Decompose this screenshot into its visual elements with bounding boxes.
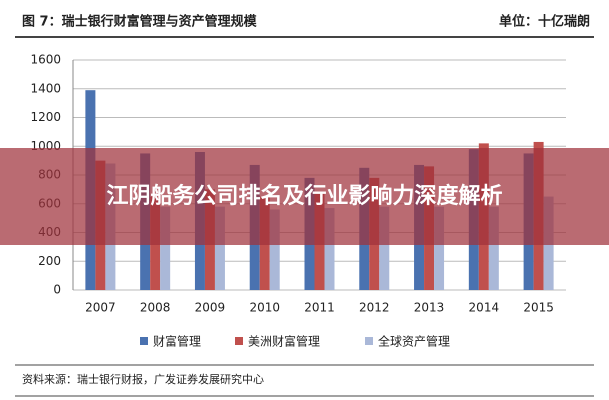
bar bbox=[379, 206, 390, 290]
y-tick-label: 0 bbox=[53, 283, 61, 297]
legend-swatch bbox=[235, 337, 243, 345]
unit-label: 单位：十亿瑞朗 bbox=[499, 14, 590, 30]
x-tick-label: 2011 bbox=[304, 301, 335, 315]
x-tick-label: 2010 bbox=[249, 301, 280, 315]
banner: 江阴船务公司排名及行业影响力深度解析 bbox=[0, 148, 609, 245]
source: 资料来源：瑞士银行财报，广发证券发展研究中心 bbox=[22, 372, 264, 386]
y-tick-label: 200 bbox=[38, 254, 61, 268]
y-tick-label: 1400 bbox=[30, 81, 61, 95]
legend-label: 财富管理 bbox=[153, 334, 201, 349]
bar bbox=[160, 206, 171, 290]
bar bbox=[488, 206, 499, 290]
x-tick-label: 2007 bbox=[85, 301, 116, 315]
bar bbox=[214, 206, 225, 290]
x-tick-label: 2009 bbox=[195, 301, 226, 315]
y-tick-label: 1200 bbox=[30, 110, 61, 124]
legend-swatch bbox=[140, 337, 148, 345]
x-tick-label: 2014 bbox=[469, 301, 500, 315]
legend-swatch bbox=[365, 337, 373, 345]
legend-label: 美洲财富管理 bbox=[248, 334, 320, 349]
chart-title: 图 7：瑞士银行财富管理与资产管理规模 bbox=[22, 14, 258, 30]
bar bbox=[269, 209, 280, 290]
bar bbox=[324, 208, 335, 290]
x-tick-label: 2012 bbox=[359, 301, 390, 315]
x-tick-label: 2013 bbox=[414, 301, 445, 315]
legend-label: 全球资产管理 bbox=[378, 334, 450, 349]
y-tick-label: 1600 bbox=[30, 53, 61, 67]
x-tick-label: 2015 bbox=[523, 301, 554, 315]
x-tick-label: 2008 bbox=[140, 301, 171, 315]
banner-title: 江阴船务公司排名及行业影响力深度解析 bbox=[106, 184, 503, 209]
bar bbox=[434, 206, 445, 290]
